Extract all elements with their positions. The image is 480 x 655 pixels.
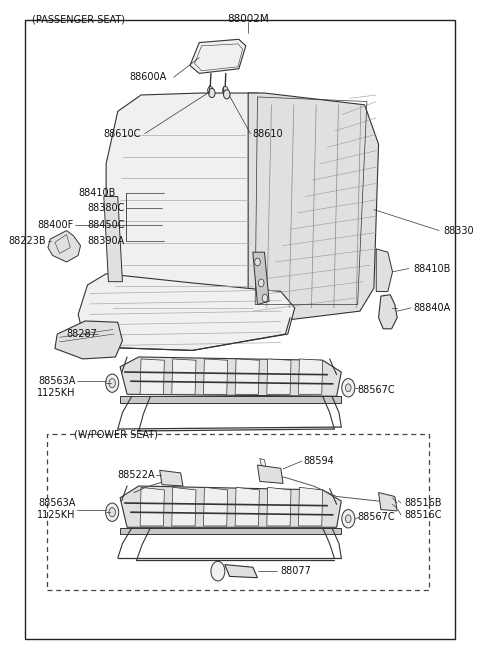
Text: 88600A: 88600A: [130, 72, 167, 83]
Circle shape: [209, 88, 215, 98]
Text: 88522A: 88522A: [118, 470, 155, 480]
Polygon shape: [235, 359, 259, 394]
Text: 88410B: 88410B: [413, 263, 451, 274]
Circle shape: [224, 90, 230, 99]
Circle shape: [262, 294, 268, 302]
Circle shape: [106, 503, 119, 521]
Polygon shape: [257, 465, 283, 483]
Text: 88330: 88330: [444, 225, 474, 236]
Text: (PASSENGER SEAT): (PASSENGER SEAT): [32, 14, 125, 24]
Polygon shape: [248, 93, 379, 324]
Polygon shape: [140, 359, 164, 394]
Polygon shape: [160, 470, 183, 486]
Polygon shape: [120, 486, 341, 527]
Polygon shape: [253, 252, 269, 305]
Polygon shape: [190, 39, 246, 73]
Polygon shape: [55, 321, 122, 359]
Text: 1125KH: 1125KH: [37, 388, 76, 398]
Text: 88610: 88610: [253, 128, 284, 139]
Polygon shape: [299, 487, 323, 526]
Text: 88563A: 88563A: [38, 498, 76, 508]
Polygon shape: [204, 359, 228, 394]
Polygon shape: [172, 359, 196, 394]
Polygon shape: [120, 396, 341, 403]
Polygon shape: [260, 458, 266, 466]
Polygon shape: [48, 231, 81, 262]
Text: 88002M: 88002M: [228, 14, 269, 24]
Polygon shape: [299, 359, 323, 394]
Polygon shape: [106, 93, 264, 324]
Polygon shape: [204, 487, 228, 526]
Text: 88516B: 88516B: [404, 498, 442, 508]
Polygon shape: [225, 565, 257, 578]
Text: 88223B: 88223B: [8, 236, 46, 246]
Circle shape: [223, 86, 228, 94]
Circle shape: [109, 379, 116, 388]
Text: 88077: 88077: [281, 566, 312, 576]
Polygon shape: [376, 249, 393, 291]
Text: 88380C: 88380C: [87, 203, 125, 214]
Circle shape: [342, 510, 355, 528]
Polygon shape: [379, 295, 397, 329]
Polygon shape: [267, 359, 291, 394]
Polygon shape: [120, 357, 341, 396]
Text: 88567C: 88567C: [358, 512, 395, 523]
Text: 88450C: 88450C: [87, 219, 125, 230]
Circle shape: [211, 561, 225, 581]
Circle shape: [255, 258, 260, 266]
Circle shape: [346, 384, 351, 392]
Text: 88287: 88287: [66, 329, 97, 339]
Polygon shape: [172, 487, 196, 526]
Text: 88610C: 88610C: [104, 128, 141, 139]
Polygon shape: [104, 196, 122, 282]
Text: 88390A: 88390A: [87, 236, 125, 246]
Text: 88516C: 88516C: [404, 510, 442, 520]
Bar: [47, 434, 429, 590]
Polygon shape: [235, 487, 259, 526]
Polygon shape: [78, 274, 295, 350]
Circle shape: [258, 279, 264, 287]
Circle shape: [346, 515, 351, 523]
Text: 88410B: 88410B: [78, 187, 116, 198]
Circle shape: [342, 379, 355, 397]
Polygon shape: [379, 493, 397, 511]
Polygon shape: [120, 528, 341, 534]
Text: 88840A: 88840A: [413, 303, 451, 313]
Circle shape: [106, 374, 119, 392]
Polygon shape: [267, 487, 291, 526]
Text: 1125KH: 1125KH: [37, 510, 76, 520]
Circle shape: [109, 508, 116, 517]
Text: 88567C: 88567C: [358, 384, 395, 395]
Text: 88563A: 88563A: [38, 376, 76, 386]
Polygon shape: [140, 487, 164, 526]
Text: (W/POWER SEAT): (W/POWER SEAT): [73, 429, 157, 439]
Text: 88594: 88594: [303, 456, 334, 466]
Text: 88400F: 88400F: [37, 219, 73, 230]
Circle shape: [208, 86, 213, 94]
